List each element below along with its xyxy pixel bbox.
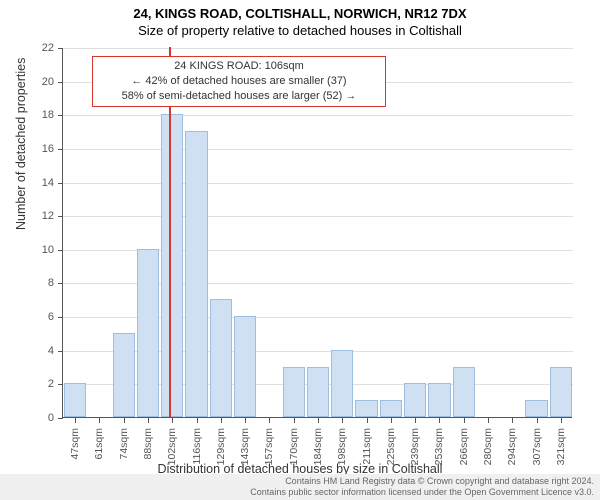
y-tick-label: 20 bbox=[24, 76, 54, 88]
gridline bbox=[63, 115, 573, 116]
x-tick bbox=[439, 418, 440, 423]
histogram-bar bbox=[550, 367, 572, 417]
y-tick bbox=[58, 183, 63, 184]
x-tick bbox=[269, 418, 270, 423]
gridline bbox=[63, 48, 573, 49]
x-tick bbox=[197, 418, 198, 423]
y-tick-label: 16 bbox=[24, 143, 54, 155]
x-tick-label: 102sqm bbox=[166, 428, 178, 465]
y-tick bbox=[58, 384, 63, 385]
histogram-bar bbox=[210, 299, 232, 417]
x-tick-label: 129sqm bbox=[215, 428, 227, 465]
x-tick bbox=[75, 418, 76, 423]
histogram-bar bbox=[428, 383, 450, 417]
x-tick bbox=[318, 418, 319, 423]
x-tick bbox=[99, 418, 100, 423]
histogram-bar bbox=[113, 333, 135, 417]
y-tick-label: 6 bbox=[24, 311, 54, 323]
y-tick-label: 22 bbox=[24, 42, 54, 54]
x-tick bbox=[464, 418, 465, 423]
y-tick bbox=[58, 351, 63, 352]
x-tick bbox=[561, 418, 562, 423]
callout-line-smaller: ← 42% of detached houses are smaller (37… bbox=[99, 74, 379, 89]
histogram-bar bbox=[355, 400, 377, 417]
histogram-bar bbox=[137, 249, 159, 417]
x-tick bbox=[294, 418, 295, 423]
y-tick-label: 14 bbox=[24, 177, 54, 189]
x-tick bbox=[488, 418, 489, 423]
callout-box: 24 KINGS ROAD: 106sqm ← 42% of detached … bbox=[92, 56, 386, 107]
x-tick bbox=[512, 418, 513, 423]
x-tick-label: 253sqm bbox=[433, 428, 445, 465]
x-tick-label: 307sqm bbox=[531, 428, 543, 465]
footer-line-1: Contains HM Land Registry data © Crown c… bbox=[0, 476, 594, 487]
x-tick bbox=[537, 418, 538, 423]
histogram-bar bbox=[283, 367, 305, 417]
x-tick bbox=[148, 418, 149, 423]
x-tick-label: 61sqm bbox=[93, 428, 105, 460]
x-tick bbox=[221, 418, 222, 423]
x-tick bbox=[391, 418, 392, 423]
histogram-bar bbox=[453, 367, 475, 417]
histogram-bar bbox=[185, 131, 207, 417]
x-tick-label: 74sqm bbox=[118, 428, 130, 460]
callout-line-larger: 58% of semi-detached houses are larger (… bbox=[99, 89, 379, 104]
y-tick-label: 8 bbox=[24, 277, 54, 289]
histogram-bar bbox=[64, 383, 86, 417]
y-tick bbox=[58, 283, 63, 284]
y-tick-label: 2 bbox=[24, 378, 54, 390]
page-title-address: 24, KINGS ROAD, COLTISHALL, NORWICH, NR1… bbox=[0, 0, 600, 21]
y-tick-label: 10 bbox=[24, 244, 54, 256]
histogram-bar bbox=[404, 383, 426, 417]
x-tick-label: 225sqm bbox=[385, 428, 397, 465]
y-tick bbox=[58, 115, 63, 116]
gridline bbox=[63, 149, 573, 150]
histogram-bar bbox=[331, 350, 353, 417]
y-tick-label: 0 bbox=[24, 412, 54, 424]
x-tick-label: 116sqm bbox=[191, 428, 203, 465]
histogram-bar bbox=[161, 114, 183, 417]
y-tick bbox=[58, 317, 63, 318]
x-tick bbox=[415, 418, 416, 423]
y-tick bbox=[58, 250, 63, 251]
y-tick bbox=[58, 216, 63, 217]
callout-title: 24 KINGS ROAD: 106sqm bbox=[99, 59, 379, 74]
x-tick-label: 143sqm bbox=[239, 428, 251, 465]
x-tick-label: 157sqm bbox=[263, 428, 275, 465]
y-tick bbox=[58, 48, 63, 49]
y-tick bbox=[58, 418, 63, 419]
x-tick-label: 266sqm bbox=[458, 428, 470, 465]
x-tick bbox=[172, 418, 173, 423]
histogram-bar bbox=[525, 400, 547, 417]
x-tick-label: 170sqm bbox=[288, 428, 300, 465]
chart-area: 47sqm61sqm74sqm88sqm102sqm116sqm129sqm14… bbox=[62, 48, 572, 418]
x-tick-label: 239sqm bbox=[409, 428, 421, 465]
histogram-bar bbox=[307, 367, 329, 417]
gridline bbox=[63, 216, 573, 217]
gridline bbox=[63, 183, 573, 184]
footer-line-2: Contains public sector information licen… bbox=[0, 487, 594, 498]
footer-attribution: Contains HM Land Registry data © Crown c… bbox=[0, 474, 600, 500]
x-tick bbox=[245, 418, 246, 423]
x-tick-label: 321sqm bbox=[555, 428, 567, 465]
y-tick-label: 18 bbox=[24, 109, 54, 121]
histogram-bar bbox=[380, 400, 402, 417]
x-tick-label: 294sqm bbox=[506, 428, 518, 465]
x-tick bbox=[124, 418, 125, 423]
x-tick-label: 184sqm bbox=[312, 428, 324, 465]
y-tick-label: 4 bbox=[24, 345, 54, 357]
y-tick bbox=[58, 149, 63, 150]
x-tick-label: 198sqm bbox=[336, 428, 348, 465]
y-tick bbox=[58, 82, 63, 83]
y-tick-label: 12 bbox=[24, 210, 54, 222]
x-tick-label: 211sqm bbox=[361, 428, 373, 465]
x-tick bbox=[367, 418, 368, 423]
page-subtitle: Size of property relative to detached ho… bbox=[0, 21, 600, 38]
x-tick-label: 47sqm bbox=[69, 428, 81, 460]
x-tick-label: 280sqm bbox=[482, 428, 494, 465]
x-tick-label: 88sqm bbox=[142, 428, 154, 460]
x-tick bbox=[342, 418, 343, 423]
histogram-bar bbox=[234, 316, 256, 417]
